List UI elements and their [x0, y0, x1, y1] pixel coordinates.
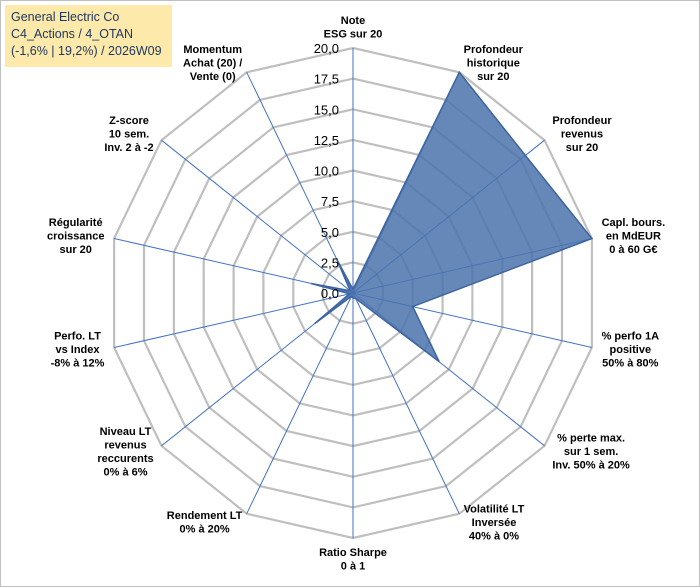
tick-label: 10,0	[314, 164, 339, 179]
axis-category-label-line: Ratio Sharpe	[319, 547, 387, 559]
axis-category-label: Momentum Achat (20) /Vente (0)	[183, 44, 242, 83]
axis-category-label-line: 0% à 6%	[103, 467, 147, 479]
axis-spoke	[247, 293, 353, 514]
axis-category-label-line: 10 sem.	[109, 128, 149, 140]
axis-category-label-line: 0 à 60 G€	[609, 244, 657, 256]
tick-label: 0,0	[321, 286, 339, 301]
tick-label: 7,5	[321, 194, 339, 209]
axis-category-label-line: Momentum	[183, 44, 242, 56]
axis-category-label-line: Achat (20) /	[183, 58, 242, 70]
axis-category-label-line: % perfo 1A	[602, 331, 660, 343]
axis-category-label-line: revenus	[104, 440, 146, 452]
axis-category-label-line: en MdEUR	[606, 231, 661, 243]
axis-category-label-line: % perte max.	[557, 433, 625, 445]
axis-category-label-line: Volatilité LT	[464, 504, 525, 516]
tick-label: 5,0	[321, 225, 339, 240]
axis-category-label-line: 40% à 0%	[469, 531, 519, 543]
axis-category-label-line: Note	[341, 15, 365, 27]
axis-category-label-line: croissance	[47, 231, 104, 243]
axis-category-label-line: sur 1 sem.	[564, 446, 618, 458]
tick-label: 20,0	[314, 41, 339, 56]
axis-category-label-line: Profondeur	[464, 44, 524, 56]
axis-category-label-line: revenus	[561, 128, 603, 140]
axis-category-label-line: Perfo. LT	[54, 331, 101, 343]
axis-category-label-line: reccurents	[97, 453, 153, 465]
axis-category-label: Note ESG sur 20	[324, 15, 383, 41]
axis-category-label-line: 0% à 20%	[180, 524, 230, 536]
axis-category-label-line: vs Index	[55, 344, 100, 356]
axis-category-label-line: sur 20	[566, 142, 598, 154]
axis-category-label: Ratio Sharpe 0 à 1	[319, 547, 387, 573]
axis-category-label-line: Régularité	[49, 217, 103, 229]
axis-category-label-line: Inv. 2 à -2	[104, 142, 153, 154]
axis-category-label-line: positive	[610, 344, 652, 356]
tick-label: 2,5	[321, 255, 339, 270]
axis-category-label-line: Z-score	[109, 115, 149, 127]
axis-category-label-line: 50% à 80%	[602, 358, 658, 370]
axis-category-label-line: historique	[467, 58, 520, 70]
axis-category-label-line: sur 20	[59, 244, 91, 256]
axis-category-label-line: ESG sur 20	[324, 29, 383, 41]
axis-category-label-line: 0 à 1	[341, 561, 365, 573]
axis-category-label-line: Niveau LT	[100, 426, 152, 438]
axis-category-label-line: Vente (0)	[190, 71, 236, 83]
axis-category-label: % perte max.sur 1 sem. Inv. 50% à 20%	[552, 433, 630, 472]
axis-category-label: Rendement LT 0% à 20%	[167, 510, 243, 536]
axis-category-label-line: Inversée	[472, 517, 517, 529]
tick-label: 12,5	[314, 133, 339, 148]
axis-category-label-line: Rendement LT	[167, 510, 243, 522]
axis-category-label-line: Capl. bours.	[602, 217, 666, 229]
tick-label: 17,5	[314, 72, 339, 87]
axis-category-label-line: -8% à 12%	[51, 358, 105, 370]
axis-category-label-line: sur 20	[477, 71, 509, 83]
tick-label: 15,0	[314, 102, 339, 117]
axis-category-label-line: Profondeur	[552, 115, 612, 127]
axis-category-label-line: Inv. 50% à 20%	[552, 460, 630, 472]
